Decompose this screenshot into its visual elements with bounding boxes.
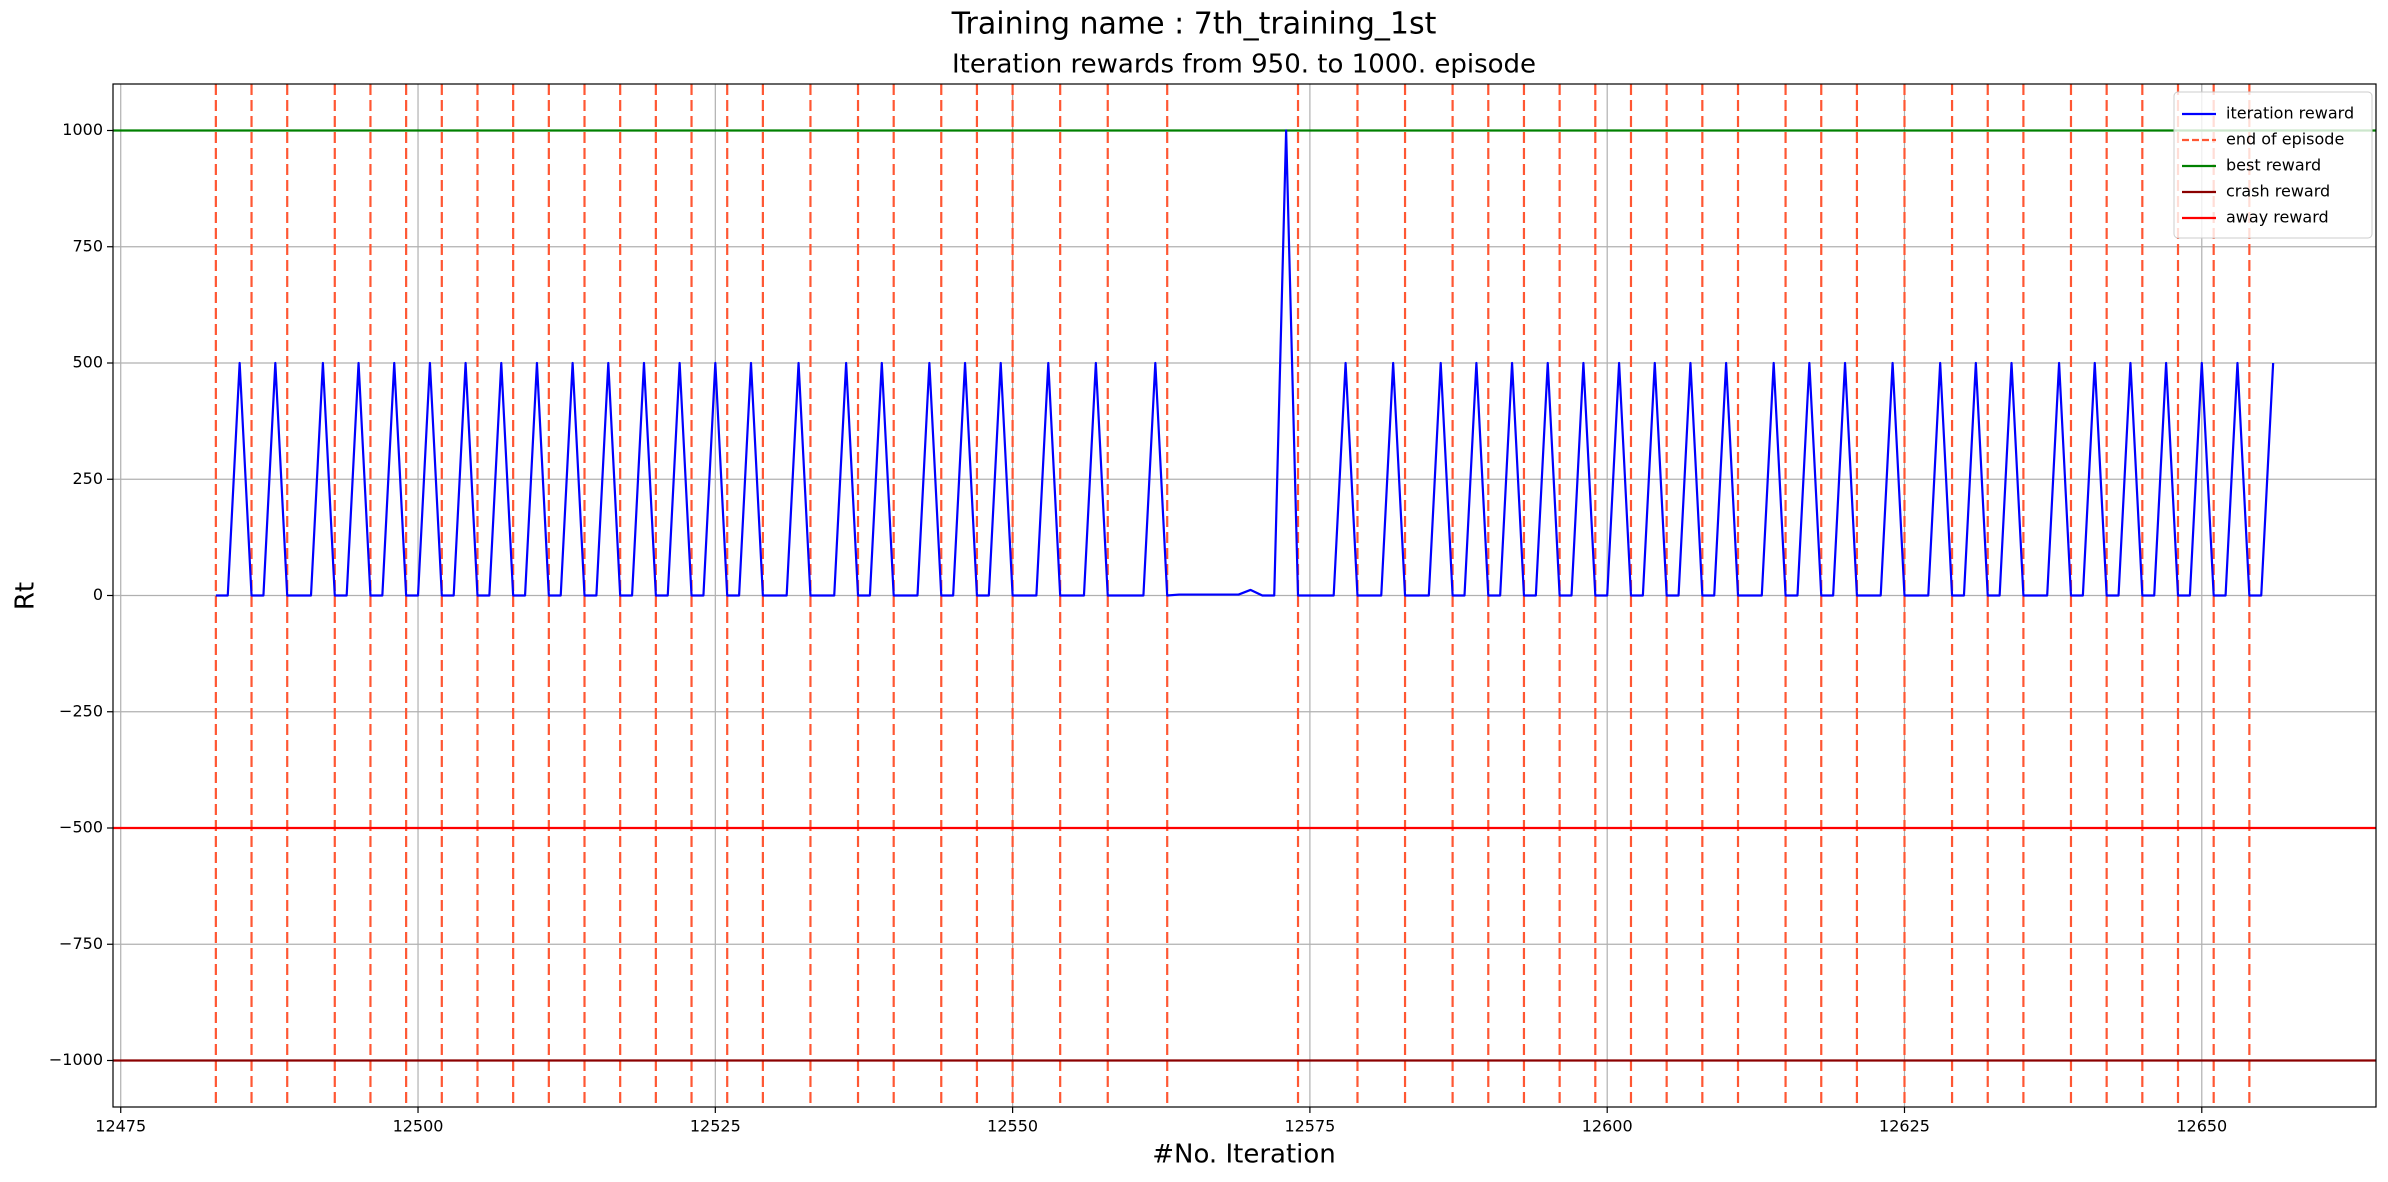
- legend-label: best reward: [2226, 156, 2321, 175]
- y-tick-label: −250: [59, 701, 103, 720]
- plot-area: [113, 84, 2376, 1107]
- legend-label: away reward: [2226, 208, 2329, 227]
- x-tick-label: 12575: [1284, 1117, 1335, 1136]
- x-tick-label: 12525: [690, 1117, 741, 1136]
- x-tick-label: 12475: [95, 1117, 146, 1136]
- x-axis-label: #No. Iteration: [1152, 1140, 1336, 1170]
- chart-title: Training name : 7th_training_1st: [951, 7, 1437, 42]
- x-tick-label: 12625: [1879, 1117, 1930, 1136]
- x-tick-label: 12600: [1582, 1117, 1633, 1136]
- legend-label: crash reward: [2226, 182, 2330, 201]
- legend-box: [2173, 91, 2373, 239]
- y-axis-label: Rt: [11, 582, 41, 610]
- y-tick-label: −500: [59, 818, 103, 837]
- ticks: 12475 12500 12525 12550 12575 12600 12625 12650…: [49, 120, 2227, 1136]
- legend: iteration reward end of episode best rewar…: [2173, 91, 2373, 239]
- x-tick-label: 12550: [987, 1117, 1038, 1136]
- y-tick-label: 1000: [62, 120, 103, 139]
- x-tick-label: 12650: [2176, 1117, 2227, 1136]
- y-tick-label: 250: [72, 469, 103, 488]
- series-line: [215, 129, 2275, 597]
- x-tick-label: 12500: [393, 1117, 444, 1136]
- y-tick-label: 0: [93, 585, 103, 604]
- legend-label: end of episode: [2226, 130, 2344, 149]
- y-tick-label: 500: [72, 353, 103, 372]
- y-tick-label: −1000: [49, 1050, 103, 1069]
- chart-subtitle: Iteration rewards from 950. to 1000. epi…: [952, 50, 1536, 80]
- y-tick-label: −750: [59, 934, 103, 953]
- legend-label: iteration reward: [2226, 104, 2354, 123]
- y-tick-label: 750: [72, 236, 103, 255]
